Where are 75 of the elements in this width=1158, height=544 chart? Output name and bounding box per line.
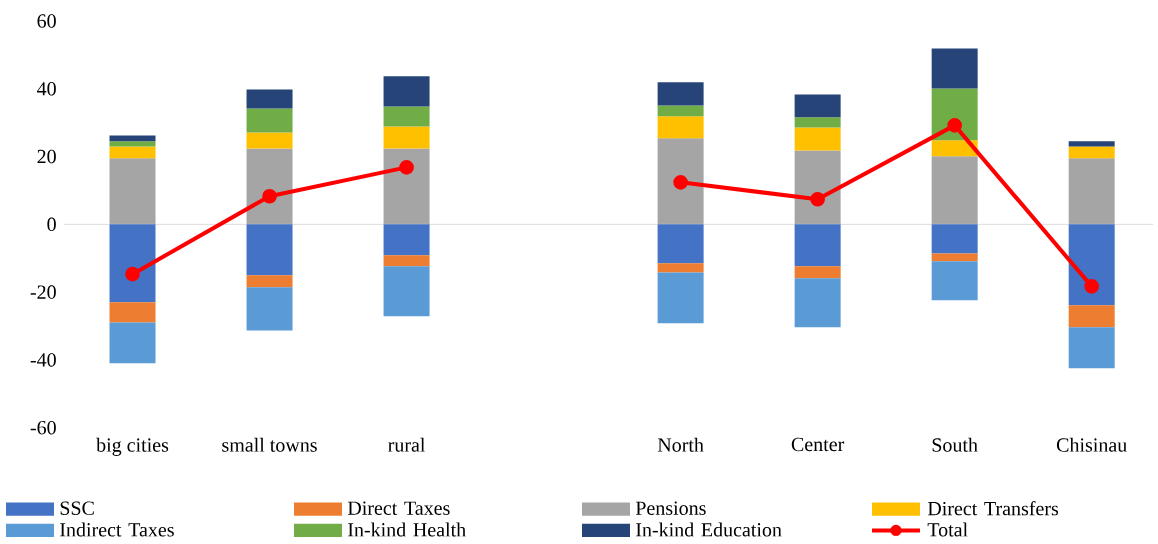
bar xyxy=(931,156,978,225)
bar xyxy=(931,48,978,89)
bar xyxy=(109,322,156,364)
bar xyxy=(794,127,841,151)
bar xyxy=(931,140,978,157)
legend-label: In-kind Education xyxy=(636,522,782,537)
bar xyxy=(794,150,841,225)
y-tick-label: 60 xyxy=(37,14,56,28)
bar xyxy=(1068,327,1115,369)
bar xyxy=(1068,141,1115,147)
bar xyxy=(657,82,704,106)
bar xyxy=(1068,224,1115,306)
bar xyxy=(794,266,841,279)
bar xyxy=(657,224,704,264)
bar xyxy=(1068,158,1115,225)
x-tick-label: South xyxy=(932,437,978,452)
bar xyxy=(383,76,430,107)
y-tick-label: -20 xyxy=(30,285,56,299)
x-tick-label: North xyxy=(657,437,704,452)
bar xyxy=(794,224,841,267)
y-tick-label: 40 xyxy=(37,82,56,96)
bar xyxy=(383,266,430,317)
bar xyxy=(383,148,430,225)
bar xyxy=(931,224,978,254)
y-tick-label: 20 xyxy=(37,149,56,164)
y-tick-label: 0 xyxy=(47,217,56,232)
bar xyxy=(794,94,841,118)
legend-label: Indirect Taxes xyxy=(60,522,174,537)
bar xyxy=(246,108,293,133)
bar xyxy=(246,148,293,225)
bar xyxy=(794,117,841,128)
x-tick-label: small towns xyxy=(222,437,317,452)
bar xyxy=(657,116,704,139)
legend-label: Direct Taxes xyxy=(347,501,450,515)
bar xyxy=(246,224,293,276)
legend-label: SSC xyxy=(60,501,94,515)
bar xyxy=(657,105,704,117)
bar xyxy=(246,275,293,288)
bar xyxy=(1068,146,1115,159)
bar xyxy=(109,146,156,159)
legend-label: Total xyxy=(927,522,968,537)
bar xyxy=(657,272,704,324)
bar xyxy=(794,278,841,328)
bar xyxy=(657,138,704,225)
y-tick-label: -60 xyxy=(30,420,56,435)
bar xyxy=(931,253,978,262)
point xyxy=(673,174,688,190)
point xyxy=(1084,279,1100,294)
point xyxy=(947,118,962,133)
bar xyxy=(109,158,156,225)
x-tick-label: big cities xyxy=(96,437,169,456)
legend-label: In-kind Health xyxy=(348,522,466,537)
bar xyxy=(246,132,293,149)
point xyxy=(810,191,825,207)
bar xyxy=(383,224,430,256)
point xyxy=(399,160,414,175)
bar xyxy=(109,141,156,147)
y-tick-label: -40 xyxy=(30,353,56,367)
point xyxy=(125,266,140,282)
point xyxy=(262,188,277,204)
x-tick-label: rural xyxy=(388,437,426,452)
bar xyxy=(109,224,156,303)
bar xyxy=(931,261,978,301)
x-tick-label: Center xyxy=(791,437,845,452)
bar xyxy=(383,106,430,127)
bar xyxy=(1068,305,1115,328)
bar xyxy=(383,126,430,149)
bar xyxy=(657,263,704,273)
legend-label: Pensions xyxy=(635,501,706,515)
bar xyxy=(246,89,293,109)
legend-label: Direct Transfers xyxy=(927,501,1059,516)
bar xyxy=(109,302,156,323)
bar xyxy=(383,255,430,267)
bar xyxy=(246,287,293,331)
x-tick-label: Chisinau xyxy=(1056,437,1127,452)
